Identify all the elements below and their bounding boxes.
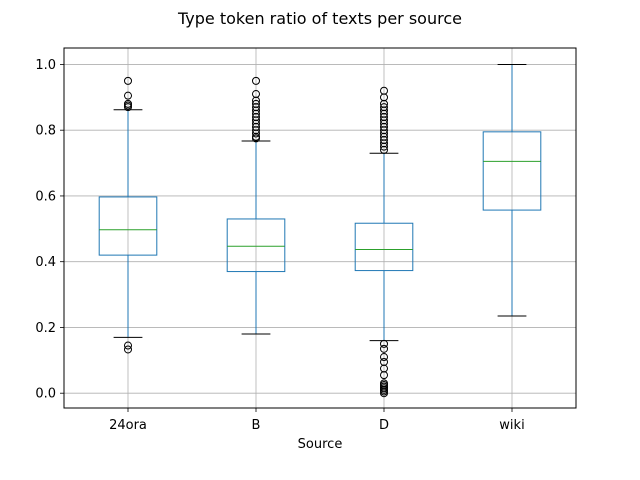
outlier-point <box>380 379 388 388</box>
x-axis-label: Source <box>298 437 343 452</box>
y-tick-label: 1.0 <box>35 58 56 73</box>
outlier-point <box>380 86 388 95</box>
y-tick-label: 0.8 <box>35 124 56 139</box>
outlier-point <box>124 76 132 85</box>
y-tick-label: 0.4 <box>35 255 56 270</box>
iqr-box <box>226 218 286 273</box>
iqr-box <box>98 196 158 256</box>
y-tick-label: 0.6 <box>35 189 56 204</box>
chart-title: Type token ratio of texts per source <box>177 9 462 28</box>
box-B <box>226 76 286 335</box>
outlier-point <box>380 344 388 353</box>
outlier-point <box>252 99 260 108</box>
outlier-point <box>124 345 132 354</box>
outlier-point <box>124 99 132 108</box>
box-wiki <box>482 63 542 317</box>
outlier-point <box>380 103 388 112</box>
outlier-point <box>252 90 260 99</box>
outlier-point <box>380 353 388 362</box>
box-plots <box>98 63 542 398</box>
x-tick-label: wiki <box>499 418 524 433</box>
y-tick-label: 0.0 <box>35 387 56 402</box>
x-tick-label: 24ora <box>109 418 147 433</box>
x-tick-label: B <box>252 418 261 433</box>
outlier-point <box>252 76 260 85</box>
x-tick-label: D <box>379 418 389 433</box>
outlier-point <box>124 341 132 350</box>
plot-area-frame <box>63 47 577 409</box>
grid-lines <box>64 48 576 408</box>
outlier-point <box>380 357 388 366</box>
y-tick-label: 0.2 <box>35 321 56 336</box>
outlier-point <box>380 339 388 348</box>
box-24ora <box>98 76 158 354</box>
outlier-point <box>124 91 132 100</box>
box-D <box>354 86 414 398</box>
iqr-box <box>482 131 542 211</box>
iqr-box <box>354 222 414 272</box>
